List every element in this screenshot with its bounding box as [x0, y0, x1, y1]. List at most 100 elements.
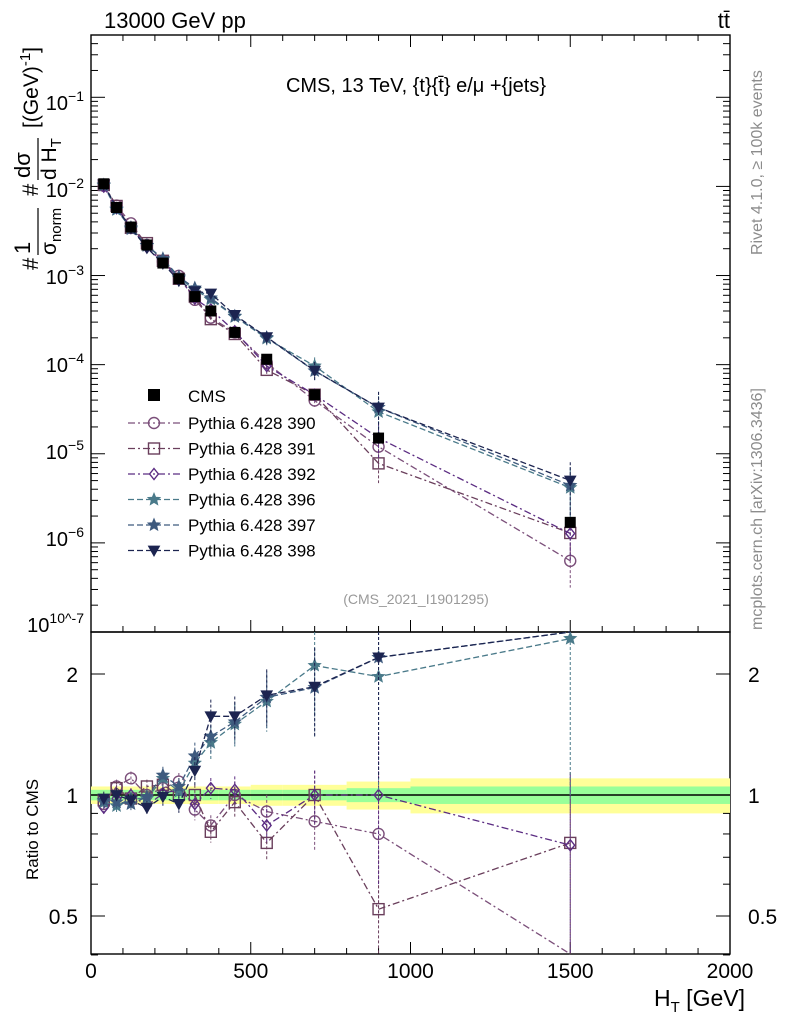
main-point [372, 402, 385, 415]
ratio-y-tick-labels: 0.5 1 2 0.5 1 2 [49, 664, 777, 929]
ratio-tick-label-left: 2 [66, 664, 78, 687]
main-series-line [103, 184, 571, 482]
mcplots-label: mcplots.cern.ch [arXiv:1306.3436] [749, 388, 766, 630]
cms-data-point [189, 291, 201, 303]
y-tick-label: 10−1 [46, 88, 84, 115]
legend-label: Pythia 6.428 391 [188, 440, 316, 459]
ratio-point [309, 788, 320, 802]
y-tick-label: 10−3 [46, 262, 84, 289]
y-tick-label: 10−2 [46, 175, 84, 202]
legend-marker [146, 517, 162, 532]
ratio-point [205, 781, 217, 795]
main-series-line [103, 185, 571, 489]
main-y-tick-labels: 1010^-7 10−6 10−5 10−4 10−3 10−2 10−1 [27, 88, 84, 637]
ratio-y-axis-title: Ratio to CMS [23, 779, 42, 880]
main-point [260, 332, 274, 344]
legend-marker [147, 545, 161, 558]
legend-label: Pythia 6.428 397 [188, 516, 316, 535]
x-tick-label: 2000 [707, 960, 754, 983]
ratio-point [204, 711, 218, 723]
main-point [308, 365, 321, 378]
ratio-point [228, 711, 242, 723]
svg-text:1: 1 [10, 242, 35, 254]
legend-marker [147, 416, 161, 430]
ratio-point [110, 790, 123, 802]
ratio-tick-label-right: 0.5 [748, 906, 777, 929]
axis-ticks [90, 34, 731, 956]
svg-text:#: # [18, 257, 43, 270]
ratio-series [96, 631, 578, 955]
legend-label: Pythia 6.428 398 [188, 542, 316, 561]
x-tick-label: 500 [233, 960, 268, 983]
ratio-point [260, 836, 273, 850]
svg-text:[(GeV)-1]: [(GeV)-1] [17, 47, 43, 128]
cms-data-point [205, 305, 217, 317]
ratio-point [373, 788, 384, 802]
ratio-point [564, 838, 576, 852]
legend-marker [146, 491, 162, 506]
ratio-point [155, 767, 171, 782]
ratio-point [140, 802, 154, 815]
ratio-point [372, 652, 385, 664]
cms-data-point [111, 201, 123, 213]
main-point [563, 475, 577, 488]
cms-data-point [261, 353, 273, 365]
main-point [564, 526, 576, 541]
plot-title: CMS, 13 TeV, {t}{t̄} e/μ +{jets} [286, 75, 546, 97]
ratio-tick-label-left: 0.5 [49, 906, 78, 929]
ratio-point [139, 789, 155, 803]
rivet-version-label: Rivet 4.1.0, ≥ 100k events [749, 70, 766, 255]
ratio-point [124, 772, 138, 785]
ratio-point [260, 805, 273, 818]
ratio-point [189, 797, 201, 811]
ratio-point [172, 799, 186, 811]
legend-label: Pythia 6.428 392 [188, 465, 316, 484]
ratio-point [372, 902, 385, 916]
ratio-tick-label-right: 1 [748, 785, 760, 808]
cms-data-point [229, 326, 241, 338]
y-tick-label: 10−5 [46, 437, 84, 464]
cms-data-point [173, 273, 185, 285]
ratio-point [156, 791, 170, 804]
legend-label: Pythia 6.428 390 [188, 414, 316, 433]
ratio-point [371, 669, 386, 683]
ratio-point [308, 681, 321, 694]
process-label: tt̄ [718, 8, 730, 33]
x-tick-label: 1000 [387, 960, 434, 983]
main-series-line [103, 184, 571, 534]
cms-data-point [125, 221, 137, 233]
svg-text:dσ: dσ [10, 152, 35, 178]
y-tick-label: 10−4 [46, 350, 84, 377]
cms-data-point [98, 178, 110, 190]
ratio-point [188, 765, 202, 778]
cms-data-point [564, 516, 576, 528]
cms-data-point [309, 389, 321, 401]
cms-data-point [141, 239, 153, 251]
legend-marker-cms [148, 389, 160, 401]
x-tick-label: 0 [85, 960, 97, 983]
cms-data-point [373, 432, 385, 444]
svg-text:d HT: d HT [38, 138, 65, 180]
main-series-line [103, 184, 571, 487]
main-point [204, 288, 218, 301]
ratio-point [563, 631, 578, 645]
main-panel-frame [90, 34, 731, 633]
ratio-tick-label-right: 2 [748, 664, 760, 687]
x-axis-title: HT [GeV] [654, 985, 745, 1016]
ratio-tick-label-left: 1 [66, 785, 78, 808]
svg-text:σnorm: σnorm [38, 208, 65, 255]
main-series-line [103, 185, 571, 562]
main-y-axis-title: # 1 σnorm # dσ d HT [(GeV)-1] [10, 47, 65, 270]
cms-data-point [157, 257, 169, 269]
legend: CMS Pythia 6.428 390 Pythia 6.428 391 Pyth… [128, 387, 316, 561]
ratio-point [260, 690, 274, 702]
legend-marker [147, 442, 161, 455]
legend-label: Pythia 6.428 396 [188, 491, 316, 510]
y-tick-label: 10−6 [46, 524, 84, 551]
analysis-id: (CMS_2021_I1901295) [343, 591, 489, 607]
ratio-point [229, 783, 241, 797]
main-point [228, 310, 242, 322]
legend-marker [148, 467, 160, 481]
uncertainty-band [91, 778, 730, 814]
